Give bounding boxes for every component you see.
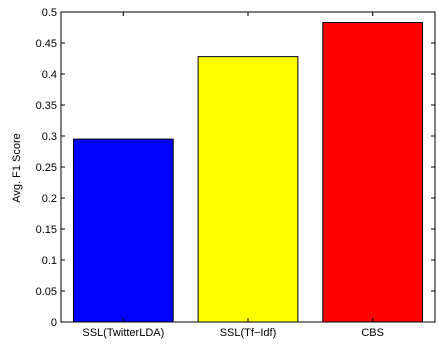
y-tick-label: 0.15 bbox=[36, 224, 57, 236]
bar-0 bbox=[72, 138, 174, 323]
y-tick-label: 0 bbox=[51, 317, 57, 329]
ticks-layer: SSL(TwitterLDA) SSL(Tf−Idf) CBS 0 0.05 0.1 0.1… bbox=[36, 7, 435, 339]
bars-layer bbox=[72, 22, 424, 323]
y-tick-label: 0.45 bbox=[36, 38, 57, 50]
x-tick-label: CBS bbox=[361, 327, 384, 339]
y-tick-label: 0.5 bbox=[42, 7, 57, 19]
y-tick-label: 0.35 bbox=[36, 100, 57, 112]
y-tick-label: 0.1 bbox=[42, 255, 57, 267]
bar-2 bbox=[322, 22, 424, 323]
y-tick-label: 0.4 bbox=[42, 69, 57, 81]
x-tick-label: SSL(Tf−Idf) bbox=[220, 327, 277, 339]
y-axis-label: Avg. F1 Score bbox=[11, 133, 23, 203]
y-tick-label: 0.3 bbox=[42, 131, 57, 143]
x-tick-label: SSL(TwitterLDA) bbox=[82, 327, 164, 339]
y-tick-label: 0.25 bbox=[36, 162, 57, 174]
bar-1 bbox=[197, 56, 299, 323]
y-tick-label: 0.05 bbox=[36, 286, 57, 298]
y-tick-label: 0.2 bbox=[42, 193, 57, 205]
